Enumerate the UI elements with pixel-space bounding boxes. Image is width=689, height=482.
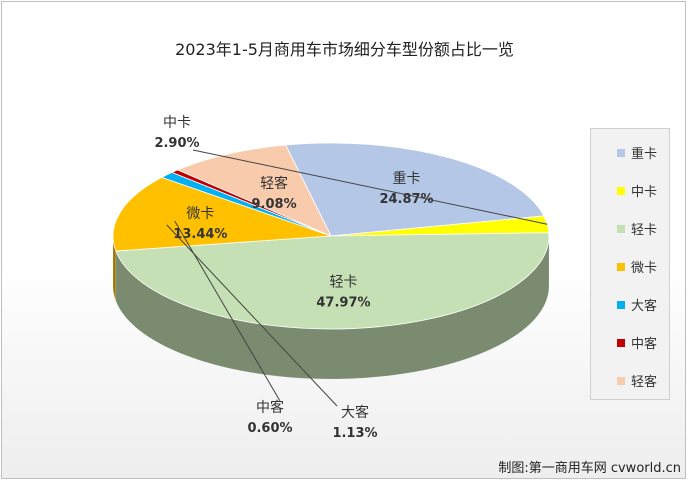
legend-item-中客: 中客 (617, 333, 657, 352)
leader-line-中卡 (192, 149, 548, 225)
legend-label: 中卡 (631, 185, 658, 200)
chart-legend: 重卡中卡轻卡微卡大客中客轻客 (590, 128, 670, 400)
slice-label-中卡: 中卡 (163, 115, 191, 131)
slice-label-轻卡: 轻卡 (329, 275, 357, 291)
slice-微卡 (112, 176, 332, 252)
legend-swatch (617, 300, 625, 309)
legend-item-微卡: 微卡 (617, 257, 657, 276)
slice-value-中卡: 2.90% (154, 136, 199, 151)
legend-item-重卡: 重卡 (617, 143, 657, 162)
slice-value-中客: 0.60% (247, 421, 292, 436)
slice-label-轻客: 轻客 (260, 175, 288, 192)
legend-item-轻客: 轻客 (617, 371, 657, 390)
legend-swatch (617, 338, 625, 347)
legend-swatch (617, 148, 625, 157)
chart-title: 2023年1-5月商用车市场细分车型份额占比一览 (175, 40, 514, 59)
slice-value-轻卡: 47.97% (316, 296, 370, 311)
legend-item-轻卡: 轻卡 (617, 219, 657, 238)
slice-轻客 (176, 144, 332, 237)
slice-value-重卡: 24.87% (379, 192, 433, 207)
legend-swatch (617, 262, 625, 271)
slice-value-大客: 1.13% (332, 426, 377, 441)
slice-label-重卡: 重卡 (393, 171, 421, 187)
legend-swatch (617, 224, 625, 233)
slice-label-微卡: 微卡 (186, 206, 214, 222)
legend-label: 重卡 (631, 147, 658, 162)
legend-item-大客: 大客 (617, 295, 657, 314)
slice-label-中客: 中客 (256, 399, 284, 416)
legend-label: 微卡 (631, 261, 658, 276)
legend-label: 轻客 (631, 375, 658, 390)
legend-swatch (617, 186, 625, 195)
slice-重卡 (285, 142, 545, 237)
leader-line-中客 (174, 220, 281, 402)
slice-value-轻客: 9.08% (252, 197, 297, 212)
legend-swatch (617, 376, 625, 385)
slice-label-大客: 大客 (341, 404, 369, 421)
legend-label: 轻卡 (631, 223, 658, 238)
legend-label: 中客 (631, 337, 658, 352)
legend-label: 大客 (631, 299, 658, 314)
legend-item-中卡: 中卡 (617, 181, 657, 200)
slice-value-微卡: 13.44% (173, 227, 227, 242)
credit-text: 制图:第一商用车网 cvworld.cn (498, 461, 681, 476)
